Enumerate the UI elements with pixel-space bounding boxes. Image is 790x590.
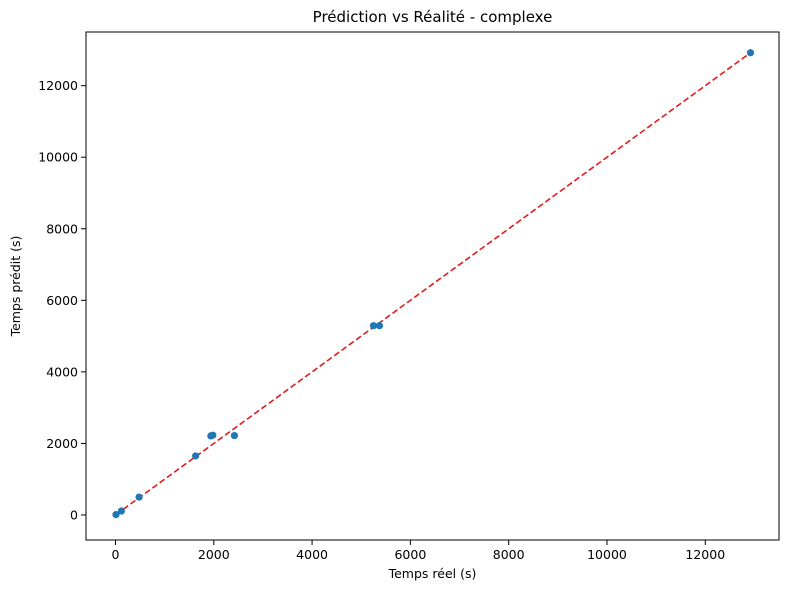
chart-title: Prédiction vs Réalité - complexe: [313, 8, 553, 26]
x-tick-label: 0: [112, 547, 120, 562]
data-layer: [112, 49, 755, 519]
y-axis-label: Temps prédit (s): [8, 236, 23, 338]
x-tick-label: 8000: [493, 547, 525, 562]
y-tick-label: 8000: [46, 221, 78, 236]
data-point: [117, 507, 125, 515]
data-point: [209, 431, 217, 439]
reference-line: [115, 52, 751, 516]
x-axis-label: Temps réel (s): [388, 566, 477, 581]
x-tick-label: 4000: [296, 547, 328, 562]
x-tick-label: 12000: [685, 547, 725, 562]
x-tick-label: 6000: [394, 547, 426, 562]
y-tick-label: 0: [70, 507, 78, 522]
data-point: [112, 510, 120, 519]
y-tick-label: 12000: [38, 78, 78, 93]
data-point: [135, 493, 143, 501]
y-tick-label: 10000: [38, 150, 78, 165]
y-axis-ticks: 0 2000 4000 6000 8000 10000 12000: [38, 78, 86, 522]
data-point: [230, 431, 239, 440]
x-tick-label: 2000: [198, 547, 230, 562]
x-axis-ticks: 0 2000 4000 6000 8000 10000 12000: [112, 540, 725, 562]
plot-frame: [85, 31, 780, 541]
data-point: [375, 322, 384, 330]
y-tick-label: 6000: [46, 293, 78, 308]
data-point: [369, 322, 378, 330]
y-tick-label: 4000: [46, 364, 78, 379]
x-tick-label: 10000: [587, 547, 627, 562]
y-tick-label: 2000: [46, 436, 78, 451]
data-point: [192, 452, 200, 460]
data-point: [746, 49, 755, 57]
